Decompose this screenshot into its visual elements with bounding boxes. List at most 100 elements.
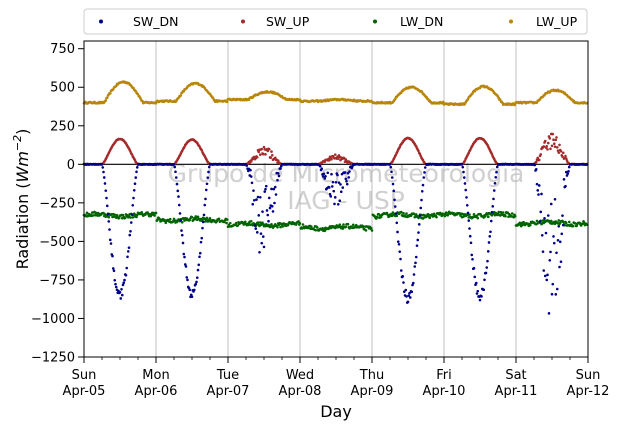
y-axis-label: Radiation (Wm−2): [11, 129, 32, 270]
data-point: [388, 163, 392, 166]
data-point: [118, 290, 122, 294]
data-point: [186, 278, 189, 282]
data-point: [320, 167, 324, 170]
data-point: [181, 241, 185, 245]
data-point: [261, 152, 265, 156]
data-point: [180, 220, 184, 224]
legend-label: SW_DN: [133, 14, 179, 29]
data-point: [104, 189, 108, 192]
data-point: [270, 205, 274, 208]
data-point: [490, 210, 494, 214]
data-point: [401, 275, 405, 278]
data-point: [177, 203, 181, 207]
data-point: [464, 188, 468, 192]
data-point: [555, 136, 558, 139]
data-point: [545, 278, 549, 282]
data-point: [257, 150, 261, 154]
data-point: [507, 215, 510, 219]
data-point: [420, 198, 423, 202]
legend-marker: [241, 19, 245, 24]
data-point: [492, 197, 495, 201]
data-point: [94, 211, 98, 215]
data-point: [174, 170, 177, 174]
data-point: [318, 164, 322, 168]
data-point: [396, 230, 399, 234]
data-point: [422, 176, 426, 179]
data-point: [270, 150, 273, 153]
x-tick-label-date: Apr-08: [279, 384, 322, 399]
data-point: [354, 223, 358, 227]
data-point: [105, 204, 109, 208]
data-point: [344, 177, 348, 181]
legend-label: LW_UP: [536, 14, 578, 29]
data-point: [487, 241, 491, 244]
data-point: [130, 213, 134, 216]
y-tick-label: 750: [50, 42, 75, 57]
data-point: [332, 189, 336, 193]
data-point: [301, 223, 305, 226]
data-point: [337, 181, 341, 184]
data-point: [194, 282, 198, 286]
data-point: [426, 212, 430, 216]
data-point: [122, 281, 126, 285]
data-point: [546, 273, 549, 277]
data-point: [468, 213, 471, 216]
legend: SW_DN SW_UP LW_DN LW_UP: [83, 8, 588, 35]
data-point: [555, 146, 559, 149]
data-point: [546, 214, 550, 217]
data-point: [86, 214, 90, 218]
legend-marker: [509, 19, 513, 24]
y-tick-label: −250: [39, 196, 75, 211]
data-point: [346, 222, 350, 226]
data-point: [465, 203, 469, 207]
data-point: [488, 235, 492, 238]
data-point: [108, 92, 112, 95]
data-point: [102, 170, 105, 174]
data-point: [334, 180, 338, 184]
data-point: [495, 165, 499, 169]
data-point: [460, 162, 464, 166]
data-point: [195, 280, 198, 284]
data-point: [398, 250, 402, 253]
data-point: [562, 178, 566, 181]
data-point: [196, 268, 200, 272]
data-point: [347, 176, 351, 179]
data-point: [120, 287, 123, 291]
data-point: [370, 229, 374, 232]
data-point: [225, 221, 228, 225]
data-point: [342, 223, 345, 226]
data-point: [486, 250, 490, 253]
data-point: [536, 156, 540, 160]
data-point: [406, 300, 410, 304]
data-point: [461, 165, 465, 169]
data-point: [102, 176, 106, 179]
data-point: [545, 145, 549, 148]
data-point: [328, 192, 332, 196]
data-point: [546, 141, 550, 145]
data-point: [101, 166, 105, 169]
data-point: [276, 159, 280, 162]
data-point: [338, 223, 342, 227]
data-point: [272, 187, 276, 191]
data-point: [164, 221, 168, 225]
data-point: [414, 255, 418, 259]
data-point: [126, 250, 130, 253]
data-point: [190, 215, 194, 219]
data-point: [270, 187, 273, 191]
x-tick-label-date: Apr-09: [351, 384, 394, 399]
data-point: [561, 151, 565, 155]
data-point: [315, 226, 319, 229]
data-point: [129, 221, 133, 224]
data-point: [566, 172, 570, 175]
data-point: [321, 175, 325, 178]
data-point: [225, 218, 229, 221]
data-point: [443, 214, 447, 218]
data-point: [126, 255, 129, 259]
data-point: [345, 182, 349, 186]
data-point: [323, 229, 327, 233]
data-point: [341, 227, 345, 230]
data-point: [395, 221, 399, 225]
data-point: [552, 235, 555, 238]
data-point: [336, 203, 340, 206]
